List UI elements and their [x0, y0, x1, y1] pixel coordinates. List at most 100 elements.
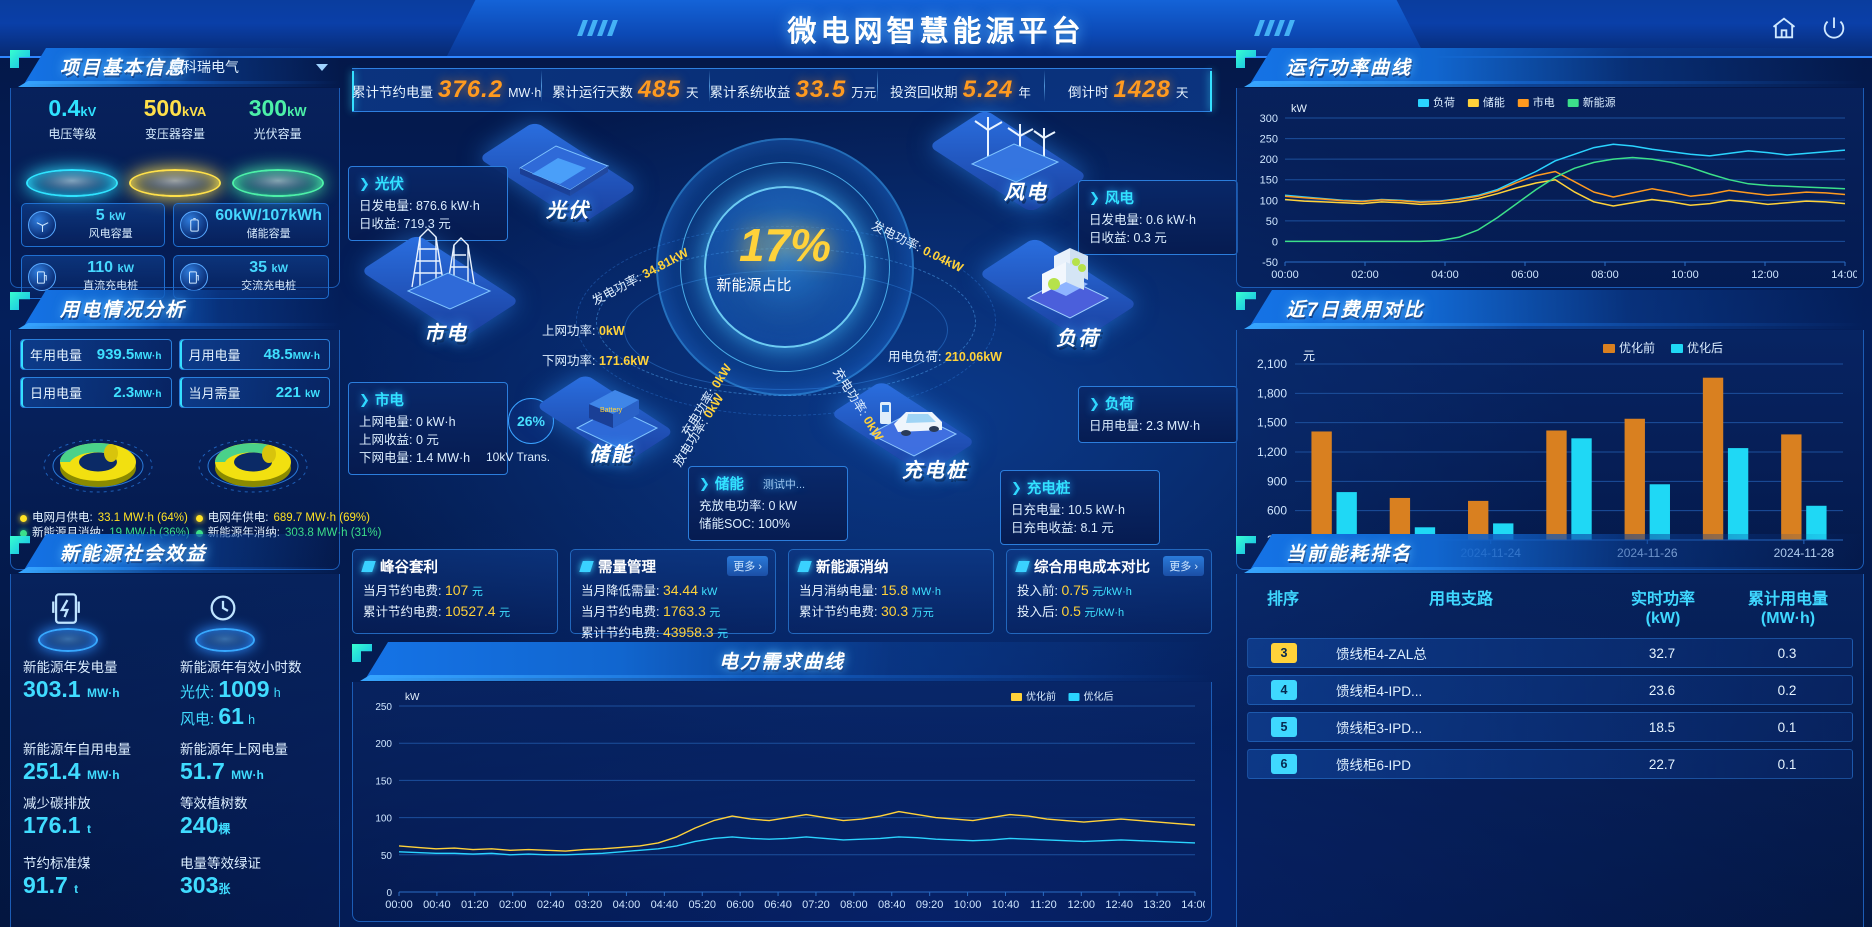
svg-text:04:00: 04:00: [1431, 269, 1459, 281]
svg-text:0: 0: [386, 888, 392, 899]
card-demand-mgmt: 需量管理 更多 › 当月降低需量: 34.44 kW 当月节约电费: 1763.…: [570, 549, 776, 640]
legend-dot-green-icon: [195, 530, 203, 537]
legend-item: 电网月供电: 33.1 MW·h (64%): [20, 511, 190, 526]
kpi-value: 221: [275, 384, 301, 401]
card-peak-valley: 峰谷套利 当月节约电费: 107 元 累计节约电费: 10527.4 元: [352, 549, 558, 634]
panel-flag-icon: [1236, 50, 1256, 68]
kpi-year-usage: 年用电量 939.5MW·h: [20, 339, 172, 370]
node-label: 负荷: [1056, 328, 1100, 350]
rank-badge: 5: [1271, 717, 1297, 737]
svg-text:10:40: 10:40: [992, 899, 1020, 911]
node-storage[interactable]: Battery 储能: [535, 373, 675, 466]
svg-text:02:40: 02:40: [537, 899, 565, 911]
node-load[interactable]: 负荷: [978, 237, 1138, 350]
capacity-label: 电压等级: [48, 127, 97, 141]
svg-text:储能: 储能: [1483, 95, 1505, 109]
page-title: 微电网智慧能源平台: [787, 16, 1085, 48]
energy-topology: 17% 新能源占比 光伏 ❯ 光伏 日发电量: 876.6 kW·h 日收益: 7…: [348, 109, 1238, 545]
svg-text:13:20: 13:20: [1143, 899, 1171, 911]
capacity-value: 500: [143, 95, 182, 121]
node-grid[interactable]: 市电: [360, 228, 520, 345]
svg-text:600: 600: [1267, 504, 1287, 518]
infobox-charger: ❯ 充电桩 日充电量: 10.5 kW·h 日充电收益: 8.1 元: [1000, 470, 1160, 545]
tile-wind-capacity[interactable]: 5 kW 风电容量: [21, 203, 166, 247]
svg-text:优化前: 优化前: [1026, 690, 1056, 703]
donut-month: [38, 414, 158, 506]
kpi-unit: MW·h: [134, 351, 162, 362]
home-icon[interactable]: [1770, 14, 1798, 42]
svg-text:01:20: 01:20: [461, 899, 489, 911]
renewable-share-value: 17%: [738, 219, 832, 271]
col-branch: 用电支路: [1428, 591, 1493, 608]
benefit-unit: MW·h: [86, 686, 120, 700]
svg-text:200: 200: [1260, 154, 1278, 166]
renewable-share: 17% 新能源占比: [704, 222, 866, 295]
col-rank: 排序: [1266, 591, 1299, 608]
svg-text:2,100: 2,100: [1257, 357, 1287, 371]
panel-title: 运行功率曲线: [1286, 58, 1413, 79]
kpi-value: 939.5: [96, 346, 135, 363]
header-dash-right: [1254, 20, 1295, 36]
benefit-annual-generation: 新能源年发电量 303.1 MW·h: [23, 584, 170, 734]
table-row[interactable]: 3 馈线柜4-ZAL总 32.7 0.3: [1247, 638, 1853, 668]
realtime-power: 23.6: [1648, 682, 1676, 698]
topology-center-ring: 17% 新能源占比: [576, 130, 996, 490]
svg-text:市电: 市电: [1533, 95, 1555, 109]
node-label: 储能: [589, 444, 633, 466]
svg-text:09:20: 09:20: [916, 899, 944, 911]
kpi-month-usage: 月用电量 48.5MW·h: [178, 339, 330, 370]
svg-text:06:00: 06:00: [726, 899, 754, 911]
panel-fee-compare: 近7日费用对比 3006009001,2001,5001,8002,100元20…: [1236, 290, 1864, 570]
power-icon[interactable]: [1820, 14, 1848, 42]
header-dash-left: [577, 20, 618, 36]
benefit-value: 176.1: [23, 812, 81, 838]
table-row[interactable]: 4 馈线柜4-IPD... 23.6 0.2: [1247, 675, 1853, 705]
cumulative-energy: 0.1: [1777, 719, 1797, 735]
svg-text:150: 150: [375, 776, 392, 787]
usage-donut-charts: [20, 414, 330, 509]
node-charger[interactable]: 充电桩: [830, 380, 976, 482]
benefit-label: 新能源年发电量: [23, 660, 118, 675]
benefit-label: 电量等效绿证: [180, 856, 261, 871]
panel-title: 近7日费用对比: [1286, 300, 1425, 321]
clock-icon: [192, 590, 258, 652]
table-row[interactable]: 5 馈线柜3-IPD... 18.5 0.1: [1247, 712, 1853, 742]
node-pv[interactable]: 光伏: [478, 121, 638, 225]
benefit-value: 303: [180, 872, 219, 898]
header-actions: [1770, 14, 1848, 42]
grid-transformer-label: 10kV Trans.: [486, 450, 551, 464]
more-button[interactable]: 更多 ›: [1163, 556, 1204, 576]
benefit-label: 等效植树数: [180, 796, 248, 811]
benefit-value: 240: [180, 812, 219, 838]
svg-text:10:00: 10:00: [1671, 269, 1699, 281]
panel-title: 项目基本信息: [60, 58, 187, 79]
flow-load-power: 用电负荷: 210.06kW: [888, 350, 1002, 364]
benefit-unit: t: [86, 822, 91, 836]
tile-label: 交流充电桩: [241, 280, 297, 292]
power-chart: -50 0 50 100 150 200 250 300 kW 00:00 02:00 04:00 06…: [1260, 95, 1859, 281]
svg-text:150: 150: [1260, 175, 1278, 187]
node-wind[interactable]: 风电: [928, 109, 1088, 213]
benefit-unit: t: [74, 882, 79, 896]
svg-text:900: 900: [1267, 474, 1287, 488]
project-selector-value: 安科瑞电气: [169, 59, 239, 75]
svg-text:0: 0: [1272, 236, 1278, 248]
svg-text:08:00: 08:00: [1591, 269, 1619, 281]
legend-dot-yellow-icon: [195, 515, 203, 522]
panel-project-info: 项目基本信息 安科瑞电气 0.4kV 电压等级 500kVA 变压器容量: [10, 48, 340, 299]
benefit-unit: 棵: [218, 822, 231, 836]
card-marker-icon: [579, 561, 594, 572]
capacity-label: 变压器容量: [144, 127, 205, 141]
panel-title: 当前能耗排名: [1286, 544, 1413, 565]
more-button[interactable]: 更多 ›: [727, 556, 768, 576]
cumulative-energy: 0.2: [1777, 682, 1797, 698]
svg-text:02:00: 02:00: [1351, 269, 1379, 281]
benefit-label: 新能源年上网电量: [180, 742, 288, 757]
tile-storage-capacity[interactable]: 60kW/107kWh 储能容量: [173, 203, 329, 247]
svg-text:1,200: 1,200: [1257, 445, 1287, 459]
capacity-pedestal: [128, 169, 221, 197]
project-selector[interactable]: 安科瑞电气: [165, 56, 330, 78]
stat-revenue: 累计系统收益 33.5 万元: [709, 70, 877, 103]
table-row[interactable]: 6 馈线柜6-IPD 22.7 0.1: [1247, 749, 1853, 779]
panel-header: 运行功率曲线: [1236, 48, 1864, 87]
